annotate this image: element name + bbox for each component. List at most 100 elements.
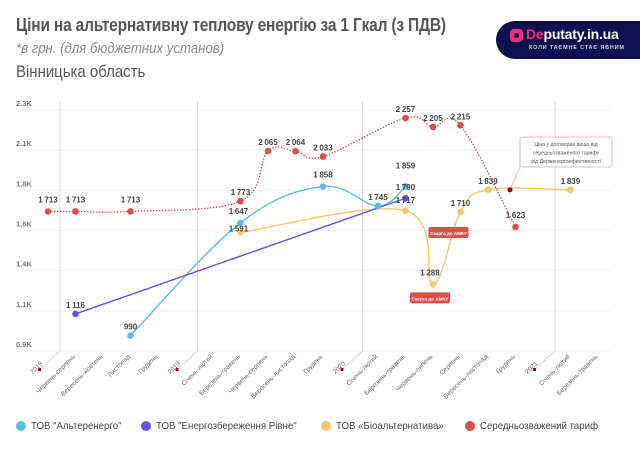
data-point: [319, 183, 327, 190]
data-label: 2 205: [423, 114, 443, 123]
data-label: 1 717: [396, 196, 416, 205]
data-point: [457, 208, 464, 216]
series-line-2: [240, 187, 571, 286]
year-separator-connector: [534, 350, 556, 370]
data-point: [402, 194, 409, 202]
y-tick-label: 1.4K: [16, 260, 32, 269]
data-label: 1 713: [66, 195, 86, 204]
y-tick-label: 1.6K: [16, 220, 32, 229]
y-axis: 0.9K 1.1K 1.4K 1.6K 1.8K 2.1K 2.3K: [16, 99, 32, 349]
data-label: 1 710: [451, 199, 471, 208]
data-label: 990: [124, 323, 138, 332]
data-label: 2 065: [258, 138, 278, 147]
year-separator-connector: [39, 350, 61, 370]
series-lines: [48, 116, 571, 337]
data-label: 1 713: [121, 195, 141, 204]
region-label: Вінницька область: [16, 62, 146, 81]
gridlines: [18, 102, 610, 371]
legend-item-bioalternatyva[interactable]: ТОВ «Біоальтернатива»: [321, 420, 453, 432]
chart-subtitle: *в грн. (для бюджетних установ): [16, 40, 225, 57]
data-point: [484, 186, 492, 194]
logo-name-rest: putaty.in.ua: [543, 26, 619, 42]
amcu-complaint-text: Скарга до АМКУ: [430, 231, 467, 236]
data-point: [402, 183, 409, 190]
data-point: [319, 153, 327, 160]
logo-tagline: КОЛИ ТАЄМНЕ СТАЄ ЯВНИМ: [529, 45, 625, 51]
data-labels: 990 1 647 1 858 1 745 1 859 1 116 1 790 1 591 1 …: [38, 105, 580, 331]
series-line-1: [75, 197, 406, 315]
x-tick-label: Серпень: [439, 353, 463, 377]
data-label: 1 591: [229, 224, 249, 233]
data-label: 1 790: [396, 183, 416, 192]
amcu-complaint-badge: [410, 292, 450, 304]
data-label: 1 713: [38, 195, 58, 204]
chart-title: Ціни на альтернативну теплову енергію за…: [16, 15, 446, 35]
data-label: 2 064: [286, 138, 306, 147]
data-point: [127, 208, 134, 215]
legend-item-alterenergo[interactable]: ТОВ "Альтеренерго": [16, 420, 129, 432]
logo-name-accent: De: [526, 26, 544, 42]
x-year-label: 2018: [29, 360, 44, 375]
callout-box: [519, 136, 613, 168]
data-label: 1 858: [313, 171, 333, 180]
callout-text-line: від Держенергоефективності: [531, 159, 601, 165]
legend-item-weighted-tariff[interactable]: Середньозважений тариф: [465, 420, 608, 432]
y-tick-label: 1.8K: [16, 179, 32, 188]
data-label: 2 033: [313, 144, 333, 153]
x-tick-label: Грудень: [302, 353, 324, 375]
data-label: 1 647: [229, 207, 249, 216]
year-marker: [175, 368, 179, 371]
data-label: 1 623: [506, 211, 526, 220]
data-label: 2 215: [451, 112, 471, 121]
callout-leader: [509, 166, 521, 190]
data-point: [72, 310, 79, 318]
callout-text-line: середньозваженого тарифу: [533, 151, 600, 157]
year-marker: [533, 368, 536, 371]
data-label: 1 839: [478, 177, 498, 186]
series-line-3: [48, 116, 517, 228]
year-separator-connector: [177, 350, 198, 370]
x-year-label: 2019: [167, 360, 182, 375]
callout-text-line: Ціна у договорах вища від: [534, 142, 597, 148]
data-point: [44, 208, 52, 215]
y-tick-label: 2.3K: [16, 99, 32, 108]
legend-label: Середньозважений тариф: [480, 420, 599, 432]
x-tick-label: Листопад: [107, 353, 132, 378]
amcu-complaint-badge: [428, 226, 469, 238]
legend-label: ТОВ "Альтеренерго": [31, 420, 122, 432]
data-label: 1 116: [66, 301, 86, 310]
data-point: [72, 208, 79, 215]
data-point: [429, 281, 437, 288]
amcu-complaint-text: Скарга до АМКУ: [412, 296, 449, 301]
data-point: [402, 114, 409, 122]
data-point: [374, 202, 382, 210]
data-point: [237, 219, 244, 227]
data-label: 1 745: [368, 193, 388, 202]
line-chart: 0.9K 1.1K 1.4K 1.6K 1.8K 2.1K 2.3K 2018Червень…: [16, 99, 613, 400]
legend-swatch: [141, 421, 152, 431]
chart-legend: ТОВ "Альтеренерго" ТОВ "Енергозбереження…: [16, 420, 609, 432]
annotations: Скарга до АМКУ Скарга до АМКУ Ціна у догов…: [410, 136, 613, 304]
data-point: [402, 207, 409, 215]
legend-item-energozberezhennia[interactable]: ТОВ "Енергозбереження Рівне": [141, 420, 309, 432]
data-point: [237, 197, 244, 205]
logo-name: Deputaty.in.ua: [526, 26, 619, 42]
deputaty-logo[interactable]: Deputaty.in.ua КОЛИ ТАЄМНЕ СТАЄ ЯВНИМ: [496, 21, 640, 59]
data-point: [567, 186, 574, 194]
year-marker: [340, 368, 344, 371]
data-points: [44, 114, 574, 339]
legend-swatch: [16, 421, 26, 431]
data-label: 1 859: [396, 161, 416, 170]
x-year-label: 2021: [524, 360, 539, 375]
data-point: [237, 229, 244, 236]
y-tick-label: 1.1K: [16, 300, 32, 309]
data-label: 1 839: [561, 177, 581, 186]
legend-label: ТОВ «Біоальтернатива»: [336, 420, 445, 432]
data-point: [292, 147, 299, 155]
x-tick-label: Грудень: [137, 353, 159, 375]
data-label: 2 257: [396, 105, 416, 114]
data-point: [457, 121, 464, 129]
legend-swatch: [321, 421, 332, 431]
data-point: [264, 147, 272, 155]
